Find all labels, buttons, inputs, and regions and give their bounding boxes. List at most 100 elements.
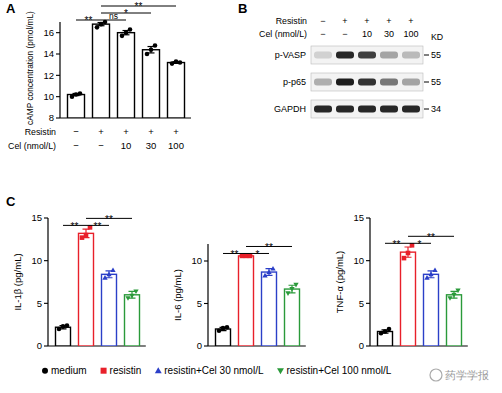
data-point — [145, 52, 150, 57]
y-tick — [56, 117, 60, 118]
y-tick — [366, 217, 370, 218]
condition-value: + — [148, 126, 154, 137]
bar — [239, 256, 254, 346]
significance-label: ** — [105, 214, 113, 225]
y-axis-label: IL-1β (pg/mL) — [12, 253, 23, 310]
band — [380, 106, 398, 113]
marks — [216, 254, 300, 346]
data-point — [124, 30, 129, 35]
y-axis-label: TNF-α (pg/mL) — [334, 251, 345, 314]
kd-tick — [424, 82, 429, 83]
bar — [68, 95, 85, 118]
legend-marker — [277, 368, 284, 374]
data-point — [225, 325, 230, 330]
condition-value: 10 — [362, 29, 372, 39]
band — [402, 52, 420, 59]
watermark: 药学学报 — [430, 369, 489, 382]
legend-label: resistin — [110, 365, 142, 376]
band — [380, 79, 398, 86]
data-point — [80, 235, 85, 240]
kd-tick — [424, 55, 429, 56]
condition-value: 30 — [146, 140, 157, 151]
data-point — [447, 296, 452, 301]
legend-label: resistin+Cel 30 nmol/L — [164, 365, 264, 376]
condition-value: + — [342, 16, 347, 26]
data-point — [84, 233, 89, 238]
kd-label: 55 — [431, 77, 441, 87]
y-tick-label: 14 — [43, 48, 54, 59]
band-label: p-VASP — [275, 50, 306, 60]
data-point — [451, 293, 456, 298]
error-cap — [289, 285, 296, 286]
data-point — [120, 34, 125, 39]
legend-marker — [155, 367, 162, 373]
error-cap — [451, 291, 458, 292]
data-point — [387, 327, 392, 332]
y-tick-label: 10 — [43, 91, 54, 102]
band — [402, 106, 420, 113]
data-point — [221, 326, 226, 331]
y-tick-label: 0 — [359, 340, 364, 351]
condition-label: Cel (nmol/L) — [259, 29, 307, 39]
y-axis — [59, 22, 60, 118]
significance-label: ns — [109, 11, 118, 21]
data-point — [57, 327, 62, 332]
data-point — [178, 60, 183, 65]
condition-value: − — [98, 140, 104, 151]
y-tick-label: 10 — [191, 255, 202, 266]
bar — [79, 233, 94, 346]
panel-label: C — [6, 194, 16, 209]
bar — [447, 295, 462, 346]
data-point — [110, 267, 115, 272]
y-tick — [366, 345, 370, 346]
significance-label: ** — [94, 221, 102, 232]
bar — [285, 289, 300, 346]
bar — [216, 329, 231, 346]
y-tick-label: 5 — [37, 298, 42, 309]
chart: 0510IL-6 (pg/mL)***** — [172, 242, 306, 352]
marks — [378, 243, 462, 346]
data-point — [402, 256, 407, 261]
y-tick — [44, 345, 48, 346]
data-point — [217, 328, 222, 333]
y-tick — [366, 303, 370, 304]
data-point — [78, 91, 83, 96]
y-tick — [44, 303, 48, 304]
y-tick — [56, 32, 60, 33]
band — [358, 79, 376, 86]
legend-label: resistin+Cel 100 nmol/L — [286, 365, 391, 376]
band — [314, 79, 332, 86]
background — [0, 0, 502, 393]
data-point — [270, 266, 275, 271]
significance-label: ** — [231, 249, 239, 260]
data-point — [244, 254, 249, 259]
error-bar — [148, 47, 155, 53]
data-point — [129, 294, 134, 299]
blot: Resistin−++++Cel (nmol/L)−−1030100KDp-VA… — [259, 16, 443, 118]
data-point — [170, 61, 175, 66]
band — [336, 52, 354, 59]
y-tick-label: 15 — [31, 212, 42, 223]
condition-label: Cel (nmol/L) — [8, 141, 56, 151]
figure: ABC810121416cAMP concentration (pmol/mL)… — [0, 0, 502, 393]
band — [402, 79, 420, 86]
condition-value: − — [320, 29, 325, 39]
bar — [125, 295, 140, 346]
condition-value: − — [73, 126, 79, 137]
kd-label: 55 — [431, 50, 441, 60]
legend-marker — [42, 368, 48, 374]
data-point — [406, 251, 411, 256]
error-bar — [405, 247, 412, 257]
bar — [168, 63, 185, 118]
significance-label: * — [418, 239, 422, 250]
y-tick — [56, 75, 60, 76]
data-point — [61, 324, 66, 329]
significance-label: ** — [135, 1, 143, 12]
bar — [102, 274, 117, 346]
condition-value: 30 — [384, 29, 394, 39]
y-tick-label: 12 — [43, 70, 54, 81]
y-axis-label: IL-6 (pg/mL) — [172, 269, 183, 321]
data-point — [293, 283, 298, 288]
y-tick — [44, 217, 48, 218]
y-tick-label: 0 — [37, 340, 42, 351]
